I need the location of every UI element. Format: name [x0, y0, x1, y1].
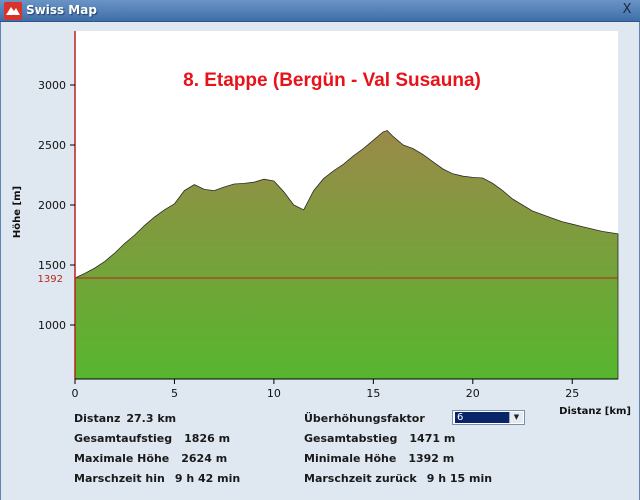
descent-stat: Gesamtabstieg 1471 m [304, 432, 455, 445]
x-tick-label: 25 [565, 387, 579, 400]
ascent-value: 1826 m [184, 432, 231, 445]
y-tick-label: 1500 [38, 259, 66, 272]
x-tick-label: 0 [72, 387, 79, 400]
distance-value: 27.3 km [126, 412, 177, 425]
swiss-map-logo-icon [4, 2, 22, 20]
exaggeration-select[interactable]: 6 ▼ [452, 410, 525, 425]
title-bar: Swiss Map X [0, 0, 640, 22]
x-tick-label: 10 [267, 387, 281, 400]
x-tick-label: 15 [366, 387, 380, 400]
descent-value: 1471 m [409, 432, 456, 445]
window-body: 1000 1500 2000 2500 3000 0 5 10 15 20 25 1392 8. … [0, 22, 640, 500]
close-button[interactable]: X [622, 2, 632, 17]
time-back-label: Marschzeit zurück [304, 472, 417, 485]
chevron-down-icon[interactable]: ▼ [509, 412, 523, 423]
time-back-stat: Marschzeit zurück 9 h 15 min [304, 472, 492, 485]
time-out-label: Marschzeit hin [74, 472, 165, 485]
ascent-stat: Gesamtaufstieg 1826 m [74, 432, 230, 445]
min-elevation-label: Minimale Höhe [304, 452, 397, 465]
y-tick-label: 2000 [38, 199, 66, 212]
y-tick-label: 3000 [38, 79, 66, 92]
elevation-profile-chart: 1000 1500 2000 2500 3000 0 5 10 15 20 25 1392 8. … [12, 31, 631, 417]
chart-title: 8. Etappe (Bergün - Val Susauna) [183, 70, 481, 91]
y-axis-label: Höhe [m] [12, 186, 23, 238]
max-elevation-value: 2624 m [181, 452, 228, 465]
distance-stat: Distanz 27.3 km [74, 412, 176, 425]
max-elevation-label: Maximale Höhe [74, 452, 170, 465]
exaggeration-label: Überhöhungsfaktor [304, 412, 425, 425]
min-elevation-stat: Minimale Höhe 1392 m [304, 452, 454, 465]
x-axis-ticks: 0 5 10 15 20 25 [72, 379, 579, 400]
descent-label: Gesamtabstieg [304, 432, 398, 445]
y-tick-label: 2500 [38, 139, 66, 152]
distance-label: Distanz [74, 412, 121, 425]
elevation-area [74, 130, 619, 380]
y-axis-ticks: 1000 1500 2000 2500 3000 [38, 79, 75, 332]
ascent-label: Gesamtaufstieg [74, 432, 173, 445]
x-tick-label: 5 [171, 387, 178, 400]
baseline-label: 1392 [38, 274, 63, 285]
x-axis-label: Distanz [km] [559, 406, 631, 417]
window-title: Swiss Map [26, 3, 97, 17]
x-tick-label: 20 [466, 387, 480, 400]
time-out-value: 9 h 42 min [174, 472, 241, 485]
time-out-stat: Marschzeit hin 9 h 42 min [74, 472, 240, 485]
y-tick-label: 1000 [38, 319, 66, 332]
exaggeration-value: 6 [455, 412, 509, 423]
min-elevation-value: 1392 m [408, 452, 455, 465]
time-back-value: 9 h 15 min [426, 472, 493, 485]
max-elevation-stat: Maximale Höhe 2624 m [74, 452, 227, 465]
